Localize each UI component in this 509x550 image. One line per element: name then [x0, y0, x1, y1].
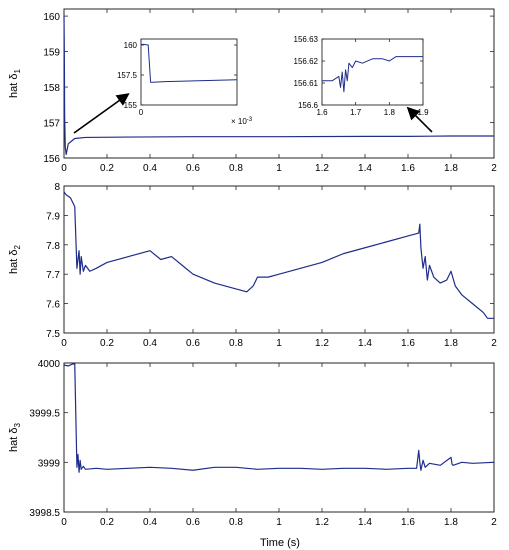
panel-3-x-tick-label: 0.6 — [186, 517, 200, 528]
panel-3-x-tick-label: 1 — [276, 517, 282, 528]
inset-2-series-line-0 — [322, 56, 423, 93]
panel-3-x-tick-label: 1.4 — [358, 517, 372, 528]
panel-3-x-tick-label: 0.8 — [229, 517, 243, 528]
inset-2-y-tick-label: 156.63 — [294, 35, 319, 44]
panel-2-x-tick-label: 1.2 — [315, 338, 329, 349]
panel-1-x-tick-label: 1.2 — [315, 163, 329, 174]
panel-2-x-tick-label: 1.4 — [358, 338, 372, 349]
panel-1-x-tick-label: 1.4 — [358, 163, 372, 174]
panels: 0 0.2 0.4 0.6 0.8 1 1.2 1.4 1.6 1.8 2 156 157 158 159 1… — [8, 8, 497, 528]
inset-1-frame — [140, 38, 238, 106]
panel-2-y-tick-label: 7.5 — [46, 329, 60, 340]
panel-2-x-tick-label: 1.8 — [444, 338, 458, 349]
inset-2-y-tick-label: 156.61 — [294, 79, 319, 88]
inset-1-y-tick-label: 160 — [124, 41, 138, 50]
x-exponent-base: × 10 — [231, 117, 247, 126]
panel-3-x-tick-label: 1.8 — [444, 517, 458, 528]
panel-2-y-tick-label: 8 — [54, 182, 60, 193]
panel-1-series-line-0 — [63, 16, 494, 156]
inset-2-y-tick-label: 156.62 — [294, 57, 319, 66]
panel-2-x-tick-label: 0.6 — [186, 338, 200, 349]
inset-2-x-tick-label: 1.6 — [316, 108, 328, 117]
panel-2-x-tick-label: 0.2 — [100, 338, 114, 349]
panel-3-x-tick-label: 0.2 — [100, 517, 114, 528]
panel-3-x-tick-label: 1.2 — [315, 517, 329, 528]
panel-3-y-tick-label: 4000 — [38, 359, 61, 370]
panel-1-x-tick-label: 0.2 — [100, 163, 114, 174]
inset-1-y-tick-label: 157.5 — [117, 71, 138, 80]
panel-1-x-tick-label: 1.6 — [401, 163, 415, 174]
panel-2-y-tick-label: 7.6 — [46, 300, 60, 311]
panel-1-y-tick-label: 157 — [43, 119, 60, 130]
inset-2-x-tick-label: 1.9 — [417, 108, 429, 117]
y-axis-label-main: hat δ — [8, 427, 20, 451]
inset-1-x-exponent: × 10-3 — [231, 117, 253, 126]
panel-2-x-tick-label: 0.8 — [229, 338, 243, 349]
panel-1-y-axis-label: hat δ1 — [8, 68, 22, 97]
inset-2: 1.6 1.7 1.8 1.9 156.6 156.61 156.62 156.63 — [294, 35, 430, 117]
zoom-arrow-right — [406, 106, 433, 133]
panel-3-x-tick-label: 1.6 — [401, 517, 415, 528]
inset-2-x-tick-label: 1.7 — [350, 108, 362, 117]
panel-3-y-axis-label: hat δ3 — [8, 422, 22, 451]
panel-1-y-tick-label: 160 — [43, 12, 60, 23]
panel-1-x-tick-label: 1.8 — [444, 163, 458, 174]
x-exponent-power: -3 — [247, 117, 253, 123]
panel-1-x-tick-label: 0.4 — [143, 163, 157, 174]
panel-3: 0 0.2 0.4 0.6 0.8 1 1.2 1.4 1.6 1.8 2 3998.5 3999 399… — [8, 359, 497, 528]
y-axis-label-subscript: 3 — [13, 422, 22, 427]
panel-2-y-axis-label: hat δ2 — [8, 244, 22, 273]
panel-3-x-tick-label: 0.4 — [143, 517, 157, 528]
panel-1-x-tick-label: 1 — [276, 163, 282, 174]
panel-1: 0 0.2 0.4 0.6 0.8 1 1.2 1.4 1.6 1.8 2 156 157 158 159 1… — [8, 8, 497, 174]
panel-2-series-line-0 — [63, 191, 494, 319]
y-axis-label-main: hat δ — [8, 249, 20, 273]
panel-3-x-tick-label: 0 — [61, 517, 67, 528]
panel-3-y-tick-label: 3999.5 — [29, 409, 60, 420]
y-axis-label-subscript: 2 — [13, 244, 22, 249]
panel-1-y-tick-label: 158 — [43, 83, 60, 94]
panel-1-x-tick-label: 2 — [491, 163, 497, 174]
panel-1-x-tick-label: 0.8 — [229, 163, 243, 174]
panel-2-frame — [63, 185, 495, 334]
inset-1-x-tick-label: 0 — [139, 108, 144, 117]
panel-2-x-tick-label: 0 — [61, 338, 67, 349]
panel-2-x-tick-label: 1.6 — [401, 338, 415, 349]
panel-2-x-tick-label: 2 — [491, 338, 497, 349]
panel-1-y-tick-label: 156 — [43, 154, 60, 165]
panel-3-frame — [63, 362, 495, 513]
inset-2-x-tick-label: 1.8 — [384, 108, 396, 117]
inset-1-y-tick-label: 155 — [124, 101, 138, 110]
panel-1-x-tick-label: 0 — [61, 163, 67, 174]
inset-2-y-tick-label: 156.6 — [298, 101, 319, 110]
annotations — [73, 93, 433, 134]
y-axis-label-subscript: 1 — [13, 68, 22, 73]
panel-2-x-tick-label: 1 — [276, 338, 282, 349]
zoom-arrow-left — [73, 93, 130, 134]
y-axis-label-main: hat δ — [8, 73, 20, 97]
panel-3-y-tick-label: 3999 — [38, 458, 61, 469]
panel-2-x-tick-label: 0.4 — [143, 338, 157, 349]
panel-2-y-tick-label: 7.7 — [46, 270, 60, 281]
panel-3-x-tick-label: 2 — [491, 517, 497, 528]
panel-2-y-tick-label: 7.8 — [46, 241, 60, 252]
panel-3-y-tick-label: 3998.5 — [29, 508, 60, 519]
panel-1-y-tick-label: 159 — [43, 48, 60, 59]
inset-1-series-line-0 — [141, 43, 238, 83]
inset-2-frame — [321, 38, 424, 106]
panel-1-x-tick-label: 0.6 — [186, 163, 200, 174]
panel-2-y-tick-label: 7.9 — [46, 211, 60, 222]
x-axis-label: Time (s) — [260, 537, 300, 549]
panel-2: 0 0.2 0.4 0.6 0.8 1 1.2 1.4 1.6 1.8 2 7.5 7.6 7.7 7.8 7… — [8, 182, 497, 349]
panel-3-series-line-0 — [63, 363, 495, 473]
